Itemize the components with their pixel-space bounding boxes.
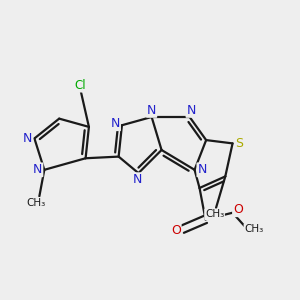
Text: CH₃: CH₃ bbox=[27, 198, 46, 208]
Text: O: O bbox=[171, 224, 181, 237]
Text: N: N bbox=[23, 132, 33, 145]
Text: CH₃: CH₃ bbox=[205, 209, 224, 219]
Text: CH₃: CH₃ bbox=[244, 224, 264, 234]
Text: N: N bbox=[186, 104, 196, 117]
Text: N: N bbox=[197, 163, 207, 176]
Text: Cl: Cl bbox=[74, 79, 85, 92]
Text: N: N bbox=[111, 117, 120, 130]
Text: N: N bbox=[147, 104, 156, 117]
Text: N: N bbox=[132, 173, 142, 186]
Text: N: N bbox=[33, 163, 43, 176]
Text: S: S bbox=[235, 137, 243, 150]
Text: O: O bbox=[233, 203, 243, 216]
